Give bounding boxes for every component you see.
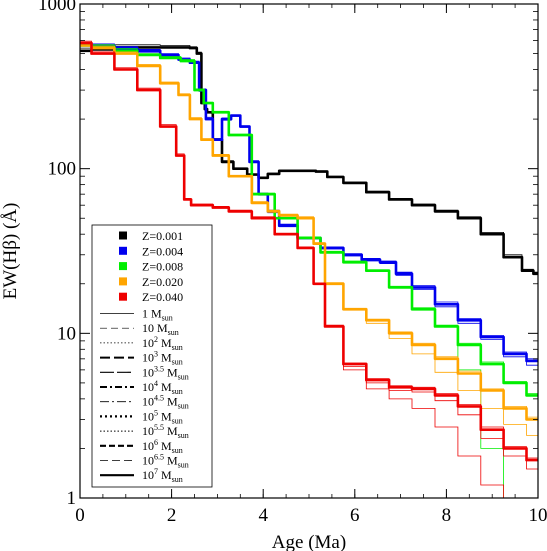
y-tick-label: 1	[67, 488, 77, 509]
x-tick-label: 4	[258, 505, 268, 526]
series-line	[80, 44, 538, 421]
legend-metallicity-label: Z=0.008	[142, 260, 183, 274]
x-tick-label: 10	[529, 505, 547, 526]
x-tick-label: 0	[75, 505, 85, 526]
y-tick-label: 1000	[38, 0, 76, 15]
legend-swatch	[119, 292, 127, 301]
legend-mass-label: 1 Msun	[142, 307, 173, 323]
legend-metallicity-label: Z=0.001	[142, 229, 183, 243]
legend-swatch	[119, 231, 127, 240]
axes-layer: 0 2 4 6 8 10 1 10 100 1000	[38, 0, 547, 526]
series-line	[80, 46, 538, 276]
legend-mass-label: 104.5 Msun	[142, 394, 189, 411]
legend-mass-label: 106 Msun	[142, 438, 183, 455]
legend-swatch	[119, 246, 127, 255]
legend-mass-label: 105 Msun	[142, 408, 183, 425]
legend-swatch	[119, 277, 127, 286]
series-layer	[80, 40, 538, 498]
x-axis-label: Age (Ma)	[272, 532, 346, 551]
legend-metallicity-label: Z=0.040	[142, 290, 183, 304]
legend-mass-label: 106.5 Msun	[142, 453, 189, 470]
y-axis-label: EW(Hβ) (Å)	[0, 203, 21, 300]
legend-metallicity-label: Z=0.020	[142, 275, 183, 289]
y-tick-label: 100	[48, 159, 77, 180]
series-line	[80, 41, 538, 462]
x-tick-label: 2	[167, 505, 177, 526]
x-tick-label: 8	[442, 505, 452, 526]
legend-mass-label: 103.5 Msun	[142, 364, 189, 381]
legend-mass-label: 102 Msun	[142, 335, 183, 352]
y-tick-label: 10	[57, 323, 76, 344]
legend-mass-label: 107 Msun	[142, 467, 183, 484]
legend-swatch	[119, 262, 127, 271]
plot-frame	[79, 3, 539, 499]
series-line	[80, 44, 538, 397]
legend-metallicity-label: Z=0.004	[142, 244, 183, 258]
legend-mass-label: 103 Msun	[142, 350, 183, 367]
legend-mass-label: 104 Msun	[142, 379, 183, 396]
x-tick-label: 6	[350, 505, 360, 526]
legend-mass-label: 10 Msun	[142, 321, 179, 337]
legend-mass-label: 105.5 Msun	[142, 423, 189, 440]
legend-box	[91, 224, 213, 488]
